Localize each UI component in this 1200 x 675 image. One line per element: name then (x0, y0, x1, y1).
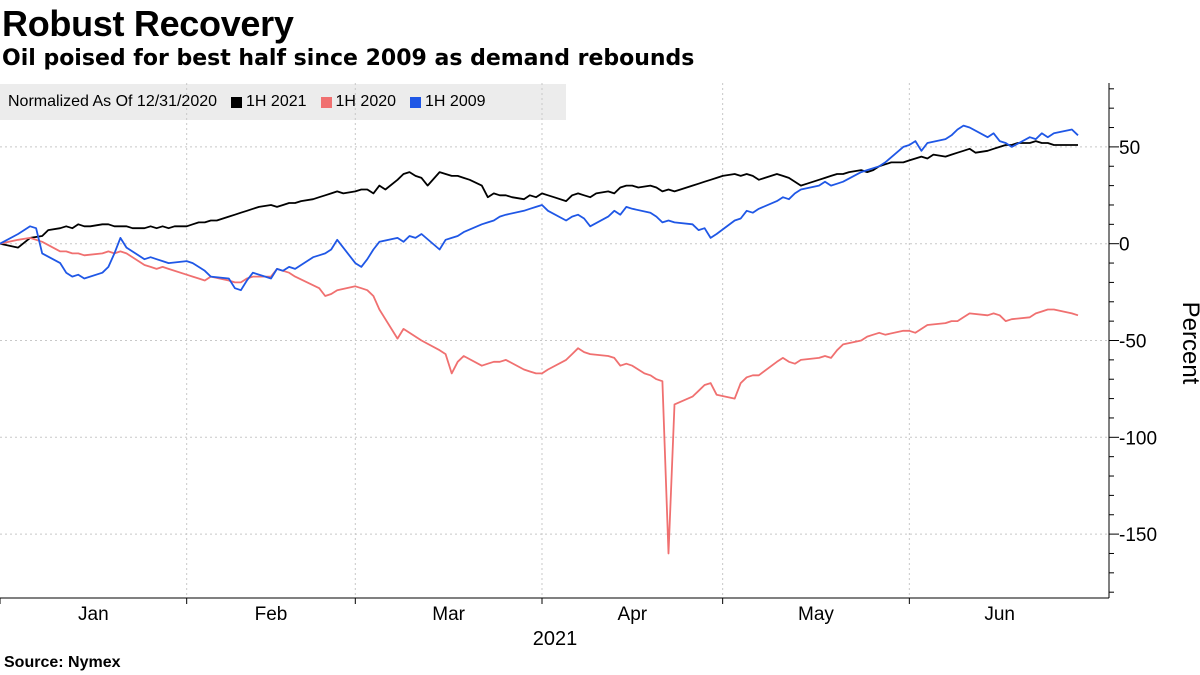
series-line-1h-2020 (0, 236, 1079, 555)
legend-item-1h-2009: 1H 2009 (410, 93, 486, 111)
chart-title: Robust Recovery (2, 3, 294, 44)
series-line-1h-2021 (0, 140, 1078, 249)
chart-subtitle: Oil poised for best half since 2009 as d… (2, 46, 695, 71)
legend-swatch-1h-2020 (320, 96, 332, 108)
axes: 50 0 -50 -100 -150 Jan Feb Mar Apr May Jun (0, 83, 1157, 625)
x-tick-label: Mar (432, 604, 465, 625)
x-tick-label: Jan (78, 604, 109, 625)
legend-label-1h-2020: 1H 2020 (335, 93, 397, 110)
legend-label-1h-2009: 1H 2009 (425, 93, 486, 110)
legend-swatch-1h-2021 (231, 96, 243, 108)
x-tick-label: May (798, 604, 834, 625)
y-tick-label: -50 (1119, 332, 1146, 353)
legend-normalized-label: Normalized As Of 12/31/2020 (8, 93, 218, 110)
y-tick-label: 50 (1119, 138, 1140, 159)
legend-label-1h-2021: 1H 2021 (246, 93, 307, 110)
legend-swatch-1h-2009 (410, 96, 422, 108)
gridlines (0, 83, 1109, 598)
y-tick-label: -100 (1119, 428, 1157, 449)
x-tick-label: Feb (255, 604, 288, 625)
source-note: Source: Nymex (4, 654, 121, 671)
series-line-1h-2009 (0, 124, 1079, 292)
series-lines (0, 124, 1079, 555)
legend: Normalized As Of 12/31/2020 1H 2021 1H 2… (0, 84, 566, 120)
y-axis-label: Percent (1177, 302, 1200, 385)
x-tick-label: Apr (618, 604, 648, 625)
legend-item-1h-2020: 1H 2020 (320, 93, 397, 111)
x-axis-label: 2021 (533, 628, 578, 650)
y-tick-label: -150 (1119, 525, 1157, 546)
legend-item-1h-2021: 1H 2021 (231, 93, 307, 111)
x-tick-label: Jun (984, 604, 1015, 625)
y-tick-label: 0 (1119, 235, 1130, 256)
